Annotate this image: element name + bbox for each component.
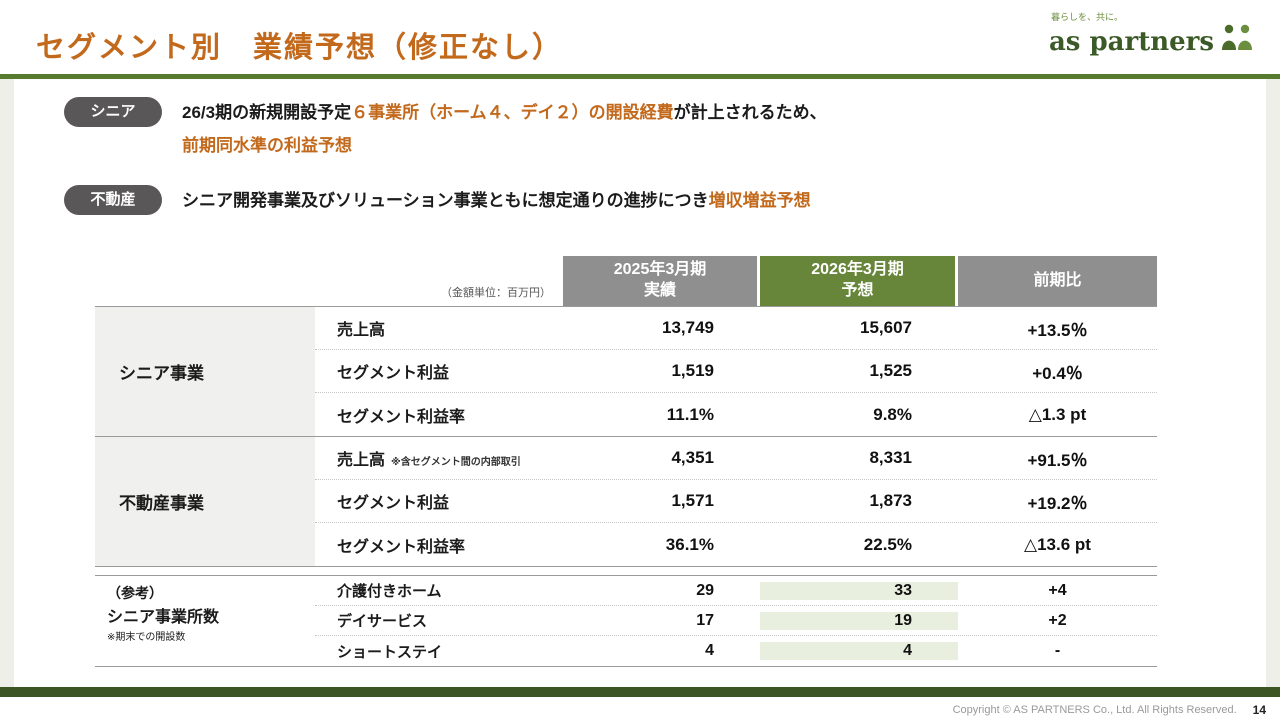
value-2026: 4 — [760, 642, 958, 660]
value-yoy: △1.3 pt — [1028, 404, 1087, 424]
right-margin-strip — [1266, 79, 1280, 687]
value-2026: 9.8% — [873, 404, 912, 424]
table-row: セグメント利益率 11.1% 9.8% △1.3 pt — [315, 393, 1157, 436]
text-segment: シニア開発事業及びソリューション事業ともに想定通りの進捗につき — [182, 191, 709, 210]
callout-line: 26/3期の新規開設予定６事業所（ホーム４、デイ２）の開設経費が計上されるため、 — [182, 96, 827, 129]
column-header-line: 実績 — [643, 282, 676, 299]
table-row: デイサービス 17 19 +2 — [315, 606, 1157, 636]
callout-line: シニア開発事業及びソリューション事業ともに想定通りの進捗につき増収増益予想 — [182, 184, 811, 217]
value-2026: 1,873 — [869, 491, 912, 510]
logo-tagline: 暮らしを、共に。 — [1050, 12, 1123, 22]
column-header-2026: 2026年3月期 予想 — [760, 256, 955, 306]
title-divider — [0, 74, 1280, 79]
value-2026: 1,525 — [869, 361, 912, 380]
row-label: セグメント利益率 — [337, 408, 466, 426]
results-table: （金額単位：百万円） 2025年3月期 実績 2026年3月期 予想 前期比 シ… — [95, 256, 1157, 667]
value-2025: 36.1% — [665, 534, 714, 554]
value-2026: 19 — [760, 611, 958, 630]
value-yoy: +13.5％ — [1027, 320, 1088, 340]
column-header-2025: 2025年3月期 実績 — [563, 256, 757, 306]
table-row: ショートステイ 4 4 - — [315, 636, 1157, 666]
footer-divider-bar — [0, 687, 1280, 697]
column-header-yoy: 前期比 — [958, 256, 1157, 306]
value-2025: 11.1% — [666, 404, 714, 424]
row-label: 売上高 — [337, 322, 386, 339]
highlight-segment: ６事業所（ホーム４、デイ２）の開設経費 — [351, 103, 674, 122]
row-label: 介護付きホーム — [337, 583, 442, 600]
row-label: セグメント利益率 — [337, 538, 466, 556]
reference-label-note: ※期末での開設数 — [107, 632, 186, 643]
footer: Copyright © AS PARTNERS Co., Ltd. All Ri… — [953, 703, 1266, 717]
row-label: ショートステイ — [337, 643, 443, 661]
table-row: セグメント利益 1,519 1,525 +0.4％ — [315, 350, 1157, 393]
value-2025: 4 — [705, 642, 714, 659]
group-label: 不動産事業 — [95, 437, 315, 566]
callout-line: 前期同水準の利益予想 — [182, 129, 827, 162]
table-body: シニア事業 売上高 13,749 15,607 +13.5％ セグメント利益 1… — [95, 306, 1157, 567]
value-2026: 15,607 — [860, 318, 912, 337]
text-segment: 26/3期の新規開設予定 — [182, 103, 352, 122]
column-header-line: 2026年3月期 — [811, 261, 904, 279]
badge-senior: シニア — [64, 97, 162, 127]
row-label: 売上高 — [337, 452, 386, 469]
table-row: セグメント利益 1,571 1,873 +19.2％ — [315, 480, 1157, 523]
value-2026: 22.5% — [863, 534, 912, 554]
company-logo: 暮らしを、共に。 as partners — [1049, 10, 1254, 55]
highlight-segment: 前期同水準の利益予想 — [182, 136, 352, 156]
value-2026: 8,331 — [869, 448, 912, 467]
value-yoy: +19.2％ — [1027, 493, 1088, 513]
callout-senior-text: 26/3期の新規開設予定６事業所（ホーム４、デイ２）の開設経費が計上されるため、… — [182, 96, 827, 162]
table-row: セグメント利益率 36.1% 22.5% △13.6 pt — [315, 523, 1157, 566]
row-label: セグメント利益 — [337, 495, 450, 512]
logo-name: as partners — [1048, 27, 1214, 57]
unit-note: （金額単位：百万円） — [441, 287, 551, 299]
value-yoy: +2 — [1048, 611, 1067, 629]
two-people-icon — [1220, 24, 1254, 55]
column-header-line: 前期比 — [1033, 271, 1082, 289]
table-header-row: （金額単位：百万円） 2025年3月期 実績 2026年3月期 予想 前期比 — [95, 256, 1157, 306]
page-title: セグメント別 業績予想（修正なし） — [36, 32, 564, 64]
row-label: デイサービス — [337, 613, 428, 630]
highlight-segment: 増収増益予想 — [708, 191, 811, 210]
value-2025: 17 — [696, 611, 714, 629]
value-2026: 33 — [760, 581, 958, 600]
group-label: シニア事業 — [95, 307, 315, 436]
text-segment: が計上されるため、 — [673, 103, 827, 122]
value-yoy: +91.5％ — [1027, 450, 1088, 470]
table-row: 売上高 13,749 15,607 +13.5％ — [315, 307, 1157, 350]
table-row: 売上高 ※含セグメント間の内部取引 4,351 8,331 +91.5％ — [315, 437, 1157, 480]
callout-realestate: 不動産 シニア開発事業及びソリューション事業ともに想定通りの進捗につき増収増益予… — [64, 184, 811, 217]
group-realestate: 不動産事業 売上高 ※含セグメント間の内部取引 4,351 8,331 +91.… — [95, 437, 1157, 567]
row-label: セグメント利益 — [337, 365, 450, 382]
reference-label-line: シニア事業所数 — [107, 609, 220, 626]
value-yoy: - — [1054, 642, 1061, 659]
column-header-line: 2025年3月期 — [613, 261, 707, 279]
callout-realestate-text: シニア開発事業及びソリューション事業ともに想定通りの進捗につき増収増益予想 — [182, 184, 811, 217]
value-2025: 1,571 — [671, 491, 714, 510]
reference-label-line: （参考） — [107, 585, 163, 601]
value-2025: 4,351 — [671, 448, 714, 467]
value-yoy: +4 — [1048, 581, 1067, 599]
reference-label: （参考） シニア事業所数 ※期末での開設数 — [95, 576, 315, 666]
left-margin-strip — [0, 79, 14, 687]
value-2025: 13,749 — [662, 318, 714, 337]
row-note: ※含セグメント間の内部取引 — [391, 457, 521, 468]
page-number: 14 — [1252, 703, 1266, 717]
value-2025: 29 — [696, 581, 714, 599]
value-yoy: △13.6 pt — [1024, 534, 1091, 554]
badge-realestate: 不動産 — [64, 185, 162, 215]
callout-senior: シニア 26/3期の新規開設予定６事業所（ホーム４、デイ２）の開設経費が計上され… — [64, 96, 827, 162]
value-yoy: +0.4％ — [1032, 363, 1083, 383]
value-2025: 1,519 — [671, 361, 714, 380]
reference-block: （参考） シニア事業所数 ※期末での開設数 介護付きホーム 29 33 +4 デ… — [95, 575, 1157, 667]
group-senior: シニア事業 売上高 13,749 15,607 +13.5％ セグメント利益 1… — [95, 307, 1157, 437]
column-header-line: 予想 — [841, 282, 874, 299]
table-row: 介護付きホーム 29 33 +4 — [315, 576, 1157, 606]
copyright-text: Copyright © AS PARTNERS Co., Ltd. All Ri… — [952, 704, 1237, 716]
